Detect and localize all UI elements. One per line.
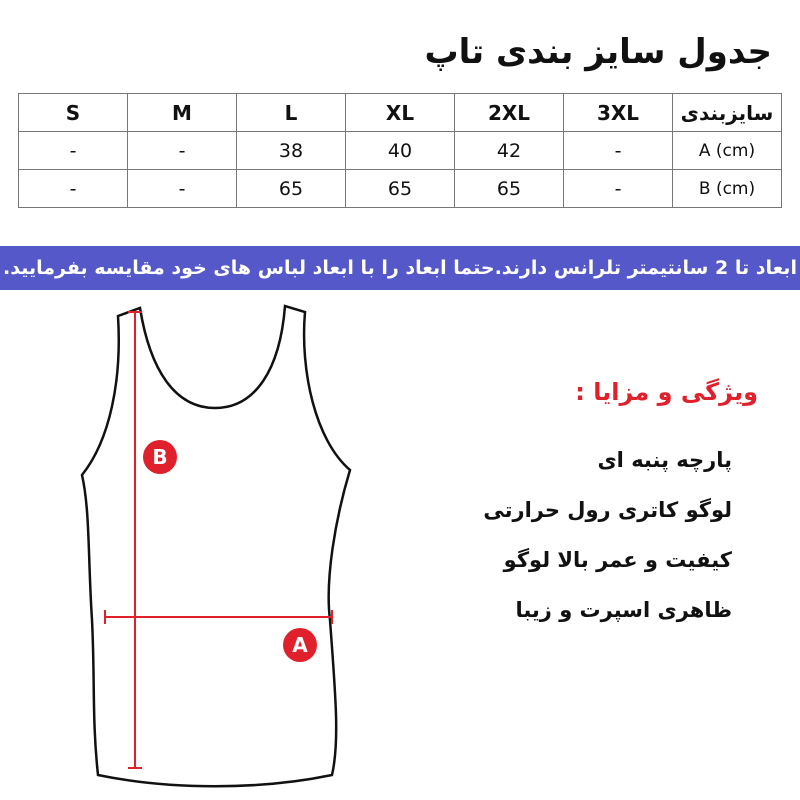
table-cell: 65 <box>454 169 564 208</box>
header-cell: L <box>236 93 346 132</box>
table-cell: 42 <box>454 131 564 170</box>
header-cell: XL <box>345 93 455 132</box>
row-label: B (cm) <box>672 169 782 208</box>
feature-item: ظاهری اسپرت و زیبا <box>515 598 732 622</box>
features-title: ویژگی و مزایا : <box>575 378 758 406</box>
table-cell: 65 <box>345 169 455 208</box>
table-cell: - <box>18 169 128 208</box>
table-cell: 40 <box>345 131 455 170</box>
header-cell: 3XL <box>563 93 673 132</box>
feature-item: لوگو کاتری رول حرارتی <box>483 498 732 522</box>
table-cell: 38 <box>236 131 346 170</box>
table-cell: - <box>127 131 237 170</box>
table-cell: - <box>563 131 673 170</box>
table-row: - - 65 65 65 - B (cm) <box>18 169 782 208</box>
header-cell: S <box>18 93 128 132</box>
tolerance-banner: ابعاد تا 2 سانتیمتر تلرانس دارند.حتما اب… <box>0 246 800 290</box>
label-a: A <box>292 633 308 657</box>
row-label: A (cm) <box>672 131 782 170</box>
tank-top-outline <box>80 304 352 788</box>
feature-item: پارچه پنبه ای <box>597 448 732 472</box>
header-cell: سایزبندی <box>672 93 782 132</box>
label-b-badge <box>143 440 177 474</box>
header-cell: 2XL <box>454 93 564 132</box>
table-row: - - 38 40 42 - A (cm) <box>18 131 782 170</box>
label-b: B <box>152 445 167 469</box>
tank-top-diagram: B A <box>80 304 352 788</box>
feature-item: کیفیت و عمر بالا لوگو <box>503 548 732 572</box>
page-title: جدول سایز بندی تاپ <box>424 32 772 72</box>
table-cell: 65 <box>236 169 346 208</box>
table-cell: - <box>127 169 237 208</box>
header-cell: M <box>127 93 237 132</box>
label-a-badge <box>283 628 317 662</box>
table-header-row: S M L XL 2XL 3XL سایزبندی <box>18 93 782 132</box>
size-table: S M L XL 2XL 3XL سایزبندی - - 38 40 42 -… <box>18 93 782 208</box>
table-cell: - <box>18 131 128 170</box>
table-cell: - <box>563 169 673 208</box>
